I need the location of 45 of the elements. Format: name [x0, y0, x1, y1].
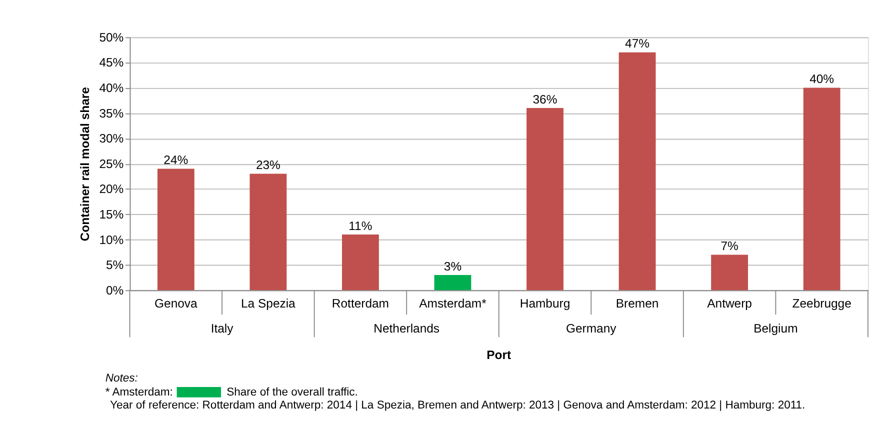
y-tick-label: 5%	[106, 258, 124, 272]
text: Notes:	[105, 372, 138, 384]
y-tick-label: 35%	[99, 106, 124, 120]
x-tick-label: Rotterdam	[332, 296, 389, 311]
x-tick-label: Amsterdam*	[419, 296, 487, 311]
y-tick-label: 30%	[99, 132, 124, 146]
y-tick-label: 10%	[99, 232, 124, 247]
y-tick-label: 15%	[99, 208, 124, 222]
data-label: 36%	[532, 92, 558, 106]
data-label: 7%	[720, 239, 739, 254]
text: Netherlands	[374, 321, 440, 336]
bar	[711, 254, 748, 290]
bar	[157, 168, 194, 290]
x-tick-label: Bremen	[616, 296, 659, 311]
y-tick-label: 0%	[106, 283, 124, 298]
x-tick-label: Antwerp	[707, 296, 752, 311]
x-tick-label: Zeebrugge	[792, 296, 852, 311]
bar	[803, 88, 840, 290]
bar	[250, 174, 287, 290]
y-tick-label: 20%	[99, 182, 124, 196]
x-tick-label: Hamburg	[520, 296, 570, 311]
x-tick-label: Genova	[154, 296, 198, 311]
data-label: 3%	[444, 259, 462, 274]
text: Year of reference: Rotterdam and Antwerp: 2014 | La Spezia, Bremen and Antwerp: 2013 | Genova and Amsterdam: 2012 | Hamburg: 2011.	[110, 400, 806, 412]
bar	[526, 108, 564, 290]
text: Germany	[566, 321, 618, 336]
bar	[434, 274, 472, 290]
bar	[342, 234, 379, 290]
y-tick-label: 45%	[99, 56, 124, 70]
data-label: 40%	[810, 72, 834, 86]
x-axis-title: Port	[486, 348, 512, 362]
text: Belgium	[754, 321, 798, 336]
data-label: 11%	[348, 218, 372, 233]
y-tick-label: 40%	[99, 81, 124, 96]
y-axis-title: Container rail modal share	[78, 86, 92, 242]
data-label: 47%	[625, 36, 650, 51]
data-label: 23%	[256, 158, 281, 172]
y-tick-label: 50%	[99, 30, 124, 44]
bar	[618, 52, 656, 290]
text: Italy	[210, 321, 234, 336]
text: * Amsterdam:	[105, 386, 173, 398]
y-tick-label: 25%	[99, 156, 124, 171]
text: Share of the overall traffic.	[226, 386, 358, 398]
data-label: 24%	[164, 153, 188, 168]
x-tick-label: La Spezia	[241, 296, 296, 311]
